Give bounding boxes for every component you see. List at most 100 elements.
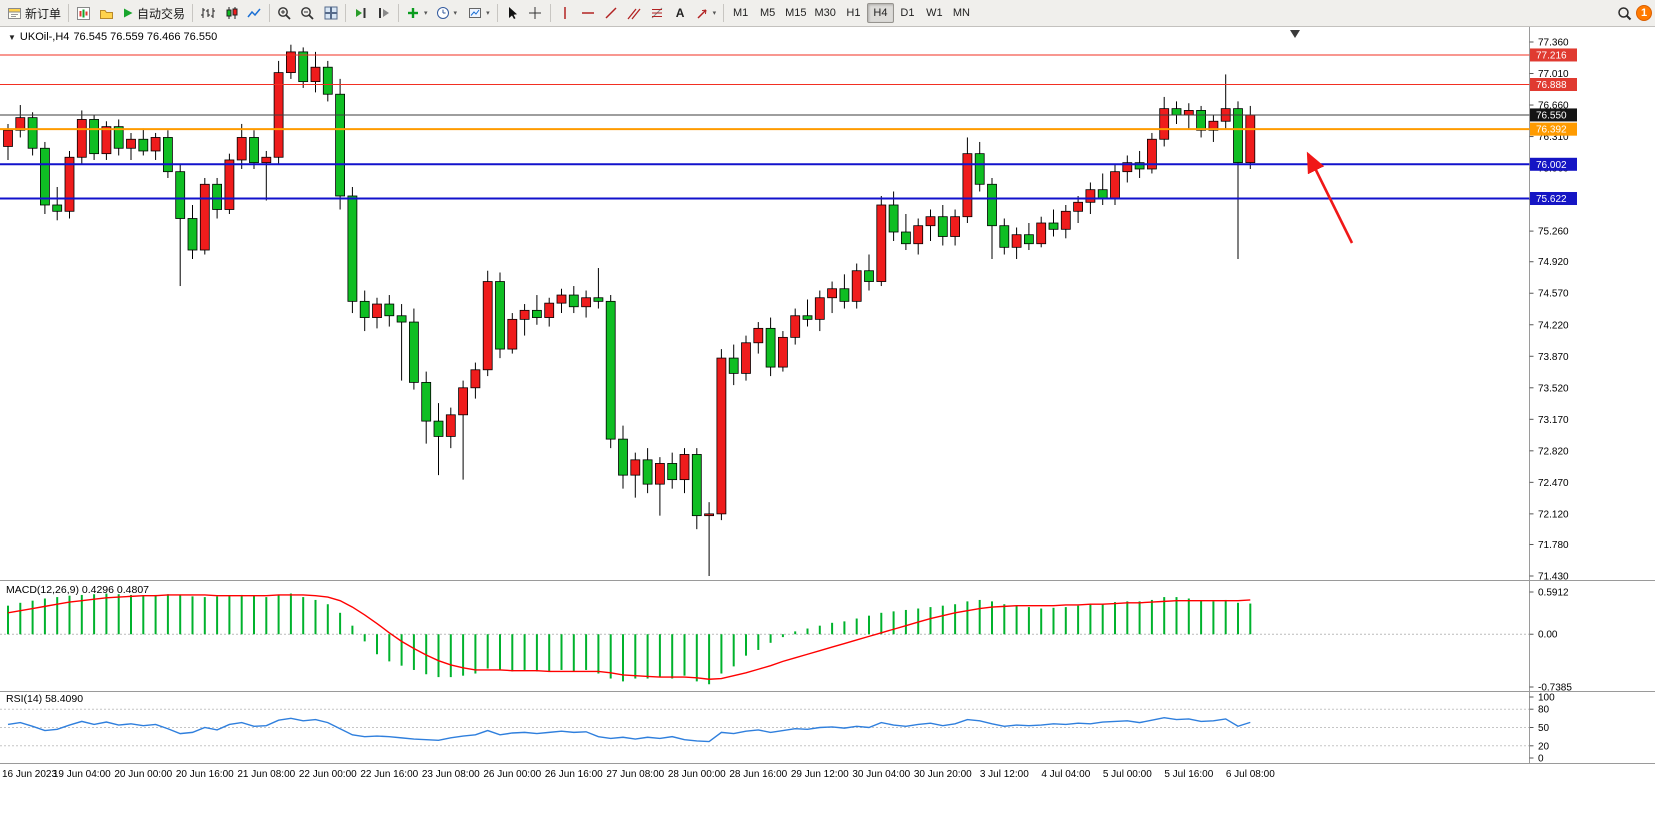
svg-text:75.622: 75.622: [1536, 194, 1567, 205]
templates-button[interactable]: ▾: [461, 2, 494, 24]
autotrade-button[interactable]: 自动交易: [118, 2, 189, 24]
chart-shift-icon: [378, 8, 389, 18]
periods-button[interactable]: ▾: [432, 2, 462, 24]
new-chart-button[interactable]: [72, 2, 95, 24]
autotrade-play-icon: [124, 8, 133, 18]
candlestick-icon: [226, 7, 238, 19]
svg-text:71.430: 71.430: [1538, 572, 1569, 583]
svg-text:20 Jun 16:00: 20 Jun 16:00: [176, 769, 234, 780]
svg-text:30 Jun 20:00: 30 Jun 20:00: [914, 769, 972, 780]
svg-text:20 Jun 00:00: 20 Jun 00:00: [114, 769, 172, 780]
auto-scroll-button[interactable]: [349, 2, 372, 24]
zoom-in-button[interactable]: [273, 2, 296, 24]
timeframe-mn[interactable]: MN: [948, 3, 975, 23]
svg-text:74.220: 74.220: [1538, 320, 1569, 331]
timeframe-w1[interactable]: W1: [921, 3, 948, 23]
timeframe-m15[interactable]: M15: [781, 3, 810, 23]
svg-text:29 Jun 12:00: 29 Jun 12:00: [791, 769, 849, 780]
svg-text:74.920: 74.920: [1538, 257, 1569, 268]
svg-text:6 Jul 08:00: 6 Jul 08:00: [1226, 769, 1275, 780]
svg-text:100: 100: [1538, 693, 1555, 704]
timeframe-m30[interactable]: M30: [811, 3, 840, 23]
candlestick-chart-button[interactable]: [220, 2, 243, 24]
svg-text:76.550: 76.550: [1536, 110, 1567, 121]
horizontal-line-icon: [582, 12, 595, 14]
toolbar-separator: [496, 4, 498, 22]
svg-text:71.780: 71.780: [1538, 540, 1569, 551]
arrow-shape-icon: [697, 8, 707, 19]
fibonacci-tool-button[interactable]: [646, 2, 669, 24]
text-tool-icon: A: [675, 6, 685, 20]
tile-windows-button[interactable]: [319, 2, 342, 24]
svg-text:22 Jun 00:00: 22 Jun 00:00: [299, 769, 357, 780]
vertical-line-tool-button[interactable]: [554, 2, 577, 24]
new-order-button[interactable]: 新订单: [3, 2, 65, 24]
svg-text:76.002: 76.002: [1536, 160, 1567, 171]
toolbar-separator: [192, 4, 194, 22]
search-button[interactable]: [1613, 2, 1636, 24]
trendline-icon: [605, 7, 617, 19]
svg-text:73.170: 73.170: [1538, 415, 1569, 426]
crosshair-icon: [529, 7, 542, 19]
chart-title: ▼ UKOil-,H4 76.545 76.559 76.466 76.550: [8, 31, 217, 43]
crosshair-tool-button[interactable]: [524, 2, 547, 24]
svg-text:76.888: 76.888: [1536, 80, 1567, 91]
rsi-indicator-label: RSI(14) 58.4090: [6, 693, 84, 705]
svg-text:76.310: 76.310: [1538, 132, 1569, 143]
line-chart-button[interactable]: [243, 2, 266, 24]
chart-title-marker-icon: ▼: [8, 32, 16, 42]
timeframe-d1[interactable]: D1: [894, 3, 921, 23]
autotrade-label: 自动交易: [137, 6, 186, 21]
horizontal-line-tool-button[interactable]: [577, 2, 600, 24]
svg-text:72.120: 72.120: [1538, 509, 1569, 520]
svg-text:77.010: 77.010: [1538, 69, 1569, 80]
svg-text:80: 80: [1538, 705, 1550, 716]
channel-tool-button[interactable]: [623, 2, 646, 24]
svg-text:23 Jun 08:00: 23 Jun 08:00: [422, 769, 480, 780]
zoom-out-button[interactable]: [296, 2, 319, 24]
svg-text:5 Jul 16:00: 5 Jul 16:00: [1164, 769, 1213, 780]
vertical-line-icon: [564, 7, 566, 19]
zoom-out-icon: [301, 6, 314, 20]
dropdown-arrow-icon: ▾: [424, 10, 428, 17]
svg-text:19 Jun 04:00: 19 Jun 04:00: [53, 769, 111, 780]
notification-badge[interactable]: 1: [1636, 5, 1652, 21]
svg-text:26 Jun 00:00: 26 Jun 00:00: [483, 769, 541, 780]
svg-text:3 Jul 12:00: 3 Jul 12:00: [980, 769, 1029, 780]
timeframe-h4[interactable]: H4: [866, 3, 894, 23]
template-chart-icon: [469, 8, 482, 18]
zoom-in-icon: [278, 6, 291, 20]
svg-text:16 Jun 2023: 16 Jun 2023: [2, 769, 57, 780]
timeframe-m5[interactable]: M5: [754, 3, 781, 23]
fibonacci-icon: [651, 7, 663, 19]
timeframe-h1[interactable]: H1: [840, 3, 867, 23]
search-icon: [1618, 6, 1632, 20]
bar-chart-button[interactable]: [196, 2, 220, 24]
profiles-button[interactable]: [95, 2, 118, 24]
svg-text:28 Jun 16:00: 28 Jun 16:00: [729, 769, 787, 780]
add-indicator-icon: [408, 8, 419, 18]
dropdown-arrow-icon: ▾: [486, 10, 490, 17]
svg-text:77.216: 77.216: [1536, 50, 1567, 61]
svg-text:76.392: 76.392: [1536, 125, 1567, 136]
text-tool-button[interactable]: A: [669, 2, 692, 24]
toolbar-separator: [723, 4, 725, 22]
svg-text:30 Jun 04:00: 30 Jun 04:00: [852, 769, 910, 780]
new-order-icon: [8, 7, 21, 19]
svg-text:21 Jun 08:00: 21 Jun 08:00: [237, 769, 295, 780]
svg-text:0.5912: 0.5912: [1538, 588, 1569, 599]
toolbar-separator: [68, 4, 70, 22]
trendline-tool-button[interactable]: [600, 2, 623, 24]
svg-text:76.660: 76.660: [1538, 101, 1569, 112]
timeframe-m1[interactable]: M1: [727, 3, 754, 23]
svg-text:73.870: 73.870: [1538, 352, 1569, 363]
cursor-tool-button[interactable]: [501, 2, 524, 24]
arrows-tool-button[interactable]: ▾: [692, 2, 721, 24]
cursor-pointer-icon: [509, 7, 518, 19]
profiles-folder-icon: [100, 9, 114, 19]
chart-shift-button[interactable]: [372, 2, 395, 24]
indicators-button[interactable]: ▾: [402, 2, 432, 24]
svg-text:0.00: 0.00: [1538, 630, 1558, 641]
